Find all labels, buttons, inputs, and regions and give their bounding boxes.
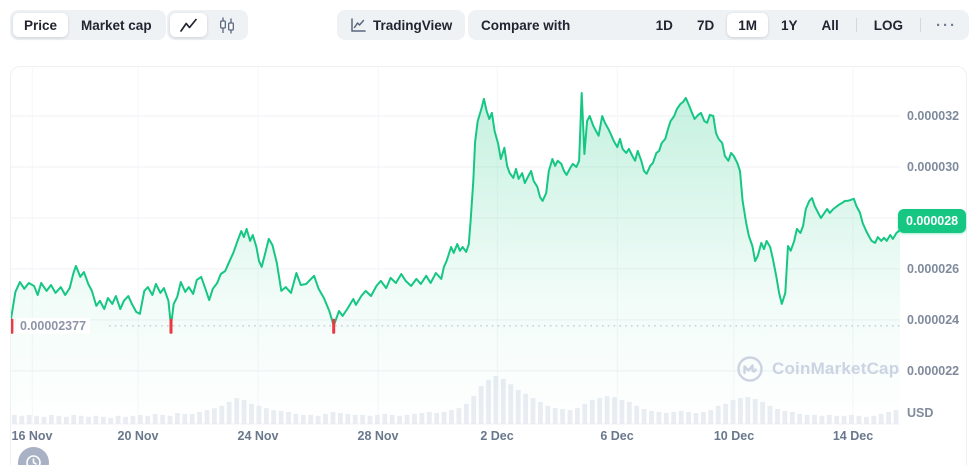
price-area	[11, 93, 900, 424]
x-axis-label: 6 Dec	[600, 429, 634, 443]
price-plot-svg	[11, 67, 900, 425]
price-line	[11, 92, 900, 327]
price-marketcap-toggle: Price Market cap	[10, 10, 166, 40]
range-7d-label: 7D	[696, 17, 715, 33]
chart-type-toggle	[167, 10, 248, 40]
market-cap-tab[interactable]: Market cap	[70, 13, 163, 37]
x-axis-label: 24 Nov	[237, 429, 279, 443]
y-axis-unit-label: USD	[907, 406, 934, 420]
x-axis-label: 16 Nov	[11, 429, 53, 443]
log-label: LOG	[873, 17, 903, 33]
y-axis-label: 0.000032	[907, 109, 960, 123]
range-1d-button[interactable]: 1D	[645, 13, 684, 37]
tradingview-button[interactable]: TradingView	[337, 10, 466, 40]
chart-toolbar: Price Market cap	[0, 0, 975, 56]
more-options-button[interactable]: ···	[936, 16, 957, 34]
coinmarketcap-watermark-text: CoinMarketCap	[772, 359, 900, 378]
line-chart-icon	[180, 18, 197, 32]
time-range-control: 1D 7D 1M 1Y All LOG ···	[641, 10, 969, 40]
tradingview-label: TradingView	[373, 17, 453, 33]
clock-icon	[26, 455, 41, 465]
range-all-button[interactable]: All	[810, 13, 849, 37]
line-chart-type-button[interactable]	[170, 13, 207, 37]
range-1m-button[interactable]: 1M	[727, 13, 768, 37]
coinmarketcap-watermark: CoinMarketCap	[736, 355, 899, 383]
range-1y-button[interactable]: 1Y	[770, 13, 809, 37]
coinmarketcap-logo-icon	[737, 356, 763, 382]
x-axis-label: 2 Dec	[480, 429, 514, 443]
x-axis-label: 20 Nov	[117, 429, 159, 443]
range-1d-label: 1D	[655, 17, 673, 33]
y-axis-label: 0.000030	[907, 160, 960, 174]
low-tick-marker	[332, 318, 336, 334]
market-cap-tab-label: Market cap	[81, 17, 152, 33]
tradingview-logo-icon	[351, 17, 366, 32]
current-price-badge: 0.000028	[898, 209, 967, 233]
low-tick-marker	[169, 318, 173, 334]
x-axis-label: 28 Nov	[357, 429, 399, 443]
compare-with-label: Compare with	[481, 17, 571, 33]
chart-area[interactable]: 0.000032 0.000030 0.000026 0.000024 0.000022…	[10, 66, 967, 465]
period-low-label: 0.00002377	[16, 318, 91, 334]
price-tab[interactable]: Price	[13, 13, 69, 37]
range-1y-label: 1Y	[780, 17, 798, 33]
y-axis-label: 0.000022	[907, 364, 960, 378]
range-all-label: All	[821, 17, 839, 33]
range-7d-button[interactable]: 7D	[686, 13, 725, 37]
y-axis-label: 0.000024	[907, 313, 960, 327]
history-bubble-icon[interactable]	[18, 447, 49, 465]
log-scale-button[interactable]: LOG	[863, 13, 914, 37]
range-1m-label: 1M	[738, 17, 757, 33]
range-divider	[855, 18, 857, 32]
candlestick-icon	[220, 17, 234, 33]
candlestick-chart-type-button[interactable]	[209, 13, 245, 37]
y-axis-label: 0.000026	[907, 262, 960, 276]
x-axis-label: 10 Dec	[713, 429, 755, 443]
price-tab-label: Price	[24, 17, 58, 33]
low-tick-marker	[11, 318, 14, 334]
x-axis-label: 14 Dec	[832, 429, 874, 443]
range-divider	[920, 18, 921, 32]
